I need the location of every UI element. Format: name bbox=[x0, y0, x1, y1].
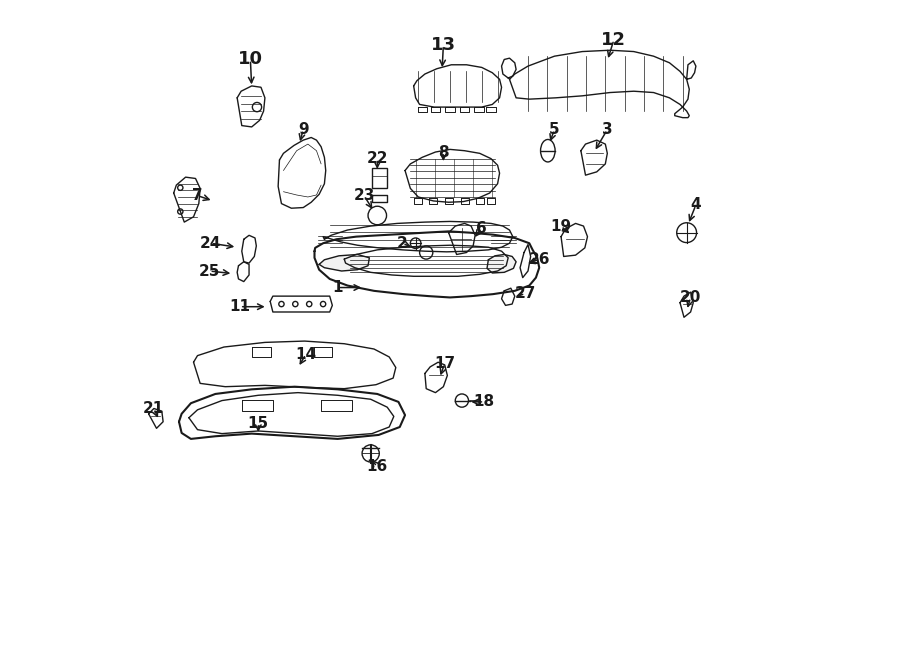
Text: 11: 11 bbox=[230, 299, 250, 314]
Text: 26: 26 bbox=[529, 252, 551, 266]
Text: 16: 16 bbox=[366, 459, 388, 474]
Text: 25: 25 bbox=[199, 264, 220, 278]
Text: 22: 22 bbox=[366, 151, 388, 166]
Text: 14: 14 bbox=[295, 347, 317, 362]
Text: 19: 19 bbox=[551, 219, 572, 233]
Text: 6: 6 bbox=[476, 221, 487, 235]
Text: 4: 4 bbox=[690, 198, 701, 212]
Text: 18: 18 bbox=[473, 395, 495, 409]
Polygon shape bbox=[320, 254, 369, 271]
Text: 8: 8 bbox=[438, 145, 449, 159]
Text: 24: 24 bbox=[200, 236, 221, 251]
Text: 7: 7 bbox=[193, 188, 202, 203]
Text: 27: 27 bbox=[515, 286, 536, 301]
Text: 20: 20 bbox=[680, 290, 701, 305]
Text: 13: 13 bbox=[431, 36, 456, 54]
Text: 2: 2 bbox=[397, 236, 408, 251]
Text: 3: 3 bbox=[602, 122, 613, 137]
Text: 23: 23 bbox=[354, 188, 374, 203]
Text: 15: 15 bbox=[248, 416, 269, 430]
Text: 10: 10 bbox=[238, 50, 263, 69]
Text: 17: 17 bbox=[434, 356, 455, 371]
Bar bbox=[372, 168, 386, 188]
Text: 12: 12 bbox=[601, 30, 626, 49]
Text: 1: 1 bbox=[332, 280, 343, 295]
Polygon shape bbox=[487, 254, 516, 273]
Text: 9: 9 bbox=[298, 122, 309, 137]
Text: 21: 21 bbox=[143, 401, 165, 416]
Text: 5: 5 bbox=[549, 122, 560, 137]
